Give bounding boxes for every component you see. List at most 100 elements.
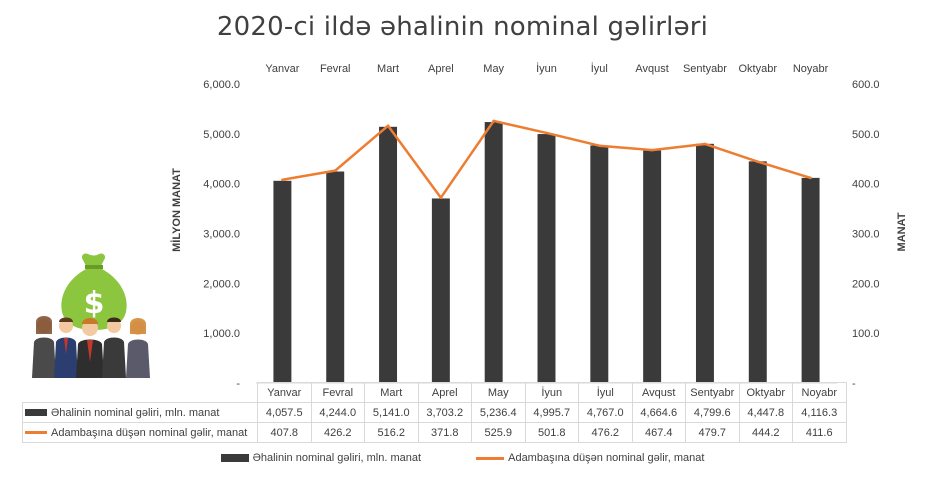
table-cell: 411.6 xyxy=(792,422,847,443)
table-header-row: Yanvar Fevral Mart Aprel May İyun İyul Avqust Se… xyxy=(22,382,847,403)
category-label-top: Aprel xyxy=(428,63,454,75)
line-point xyxy=(386,124,390,128)
table-header-cell: May xyxy=(471,382,526,403)
bar xyxy=(590,145,609,383)
legend-item: Adambaşına düşən nominal gəlir, manat xyxy=(476,452,704,464)
y2-axis-title: MANAT xyxy=(896,212,908,251)
data-table: Yanvar Fevral Mart Aprel May İyun İyul Avqust Se… xyxy=(22,382,847,443)
category-label-top: Yanvar xyxy=(265,63,299,75)
money-bag-people-illustration: $ xyxy=(32,253,150,378)
line-point xyxy=(703,142,707,146)
y2-tick-label: 300.0 xyxy=(852,229,880,241)
table-cell: 4,995.7 xyxy=(524,402,579,423)
legend-bar-swatch xyxy=(220,454,249,463)
line-point xyxy=(281,178,284,182)
chart-title: 2020-ci ildə əhalinin nominal gəlirləri xyxy=(216,12,709,42)
series-label: Adambaşına düşən nominal gəlir, manat xyxy=(51,426,248,439)
table-row: Əhalinin nominal gəliri, mln. manat 4,05… xyxy=(22,402,847,423)
series-label-cell: Əhalinin nominal gəliri, mln. manat xyxy=(22,402,258,423)
table-row: Adambaşına düşən nominal gəlir, manat 40… xyxy=(22,422,847,443)
y2-tick-label: 100.0 xyxy=(852,328,880,340)
table-cell: 4,116.3 xyxy=(792,402,847,423)
series-label-cell: Adambaşına düşən nominal gəlir, manat xyxy=(22,422,258,443)
legend-label: Adambaşına düşən nominal gəlir, manat xyxy=(508,452,705,464)
table-cell: 476.2 xyxy=(578,422,633,443)
y2-tick-label: 500.0 xyxy=(852,129,880,141)
table-header-cell: Sentyabr xyxy=(685,382,740,403)
table-header-cell: Aprel xyxy=(417,382,472,403)
bar xyxy=(695,143,714,383)
y-tick-label: 1,000.0 xyxy=(203,328,240,340)
y2-tick-label: 400.0 xyxy=(852,179,880,191)
legend-line-swatch xyxy=(476,456,505,460)
bar xyxy=(801,177,820,383)
table-corner-cell xyxy=(22,382,258,403)
y2-tick-label: 200.0 xyxy=(852,278,880,290)
y-tick-label: 4,000.0 xyxy=(203,179,240,191)
line-point xyxy=(809,176,812,180)
table-cell: 4,057.5 xyxy=(257,402,312,423)
y2-tick-label: 600.0 xyxy=(852,79,880,91)
y-tick-label: 6,000.0 xyxy=(203,79,240,91)
table-cell: 516.2 xyxy=(364,422,419,443)
bar xyxy=(326,171,345,383)
table-cell: 371.8 xyxy=(417,422,472,443)
bar xyxy=(431,198,450,383)
category-label-top: Oktyabr xyxy=(739,63,778,75)
category-label-top: Noyabr xyxy=(793,63,829,75)
people-group-icon xyxy=(32,316,150,378)
category-label-top: İyul xyxy=(591,62,608,75)
table-cell: 444.2 xyxy=(738,422,793,443)
table-cell: 479.7 xyxy=(685,422,740,443)
line-point xyxy=(333,169,337,172)
table-cell: 4,447.8 xyxy=(738,402,793,423)
table-cell: 407.8 xyxy=(257,422,312,443)
category-label-top: May xyxy=(483,63,504,75)
legend-item: Əhalinin nominal gəliri, mln. manat xyxy=(220,452,422,464)
table-cell: 5,141.0 xyxy=(364,402,419,423)
bar xyxy=(484,122,503,383)
table-cell: 525.9 xyxy=(471,422,526,443)
table-header-cell: Avqust xyxy=(631,382,686,403)
legend: Əhalinin nominal gəliri, mln. manat Adam… xyxy=(0,452,925,464)
bar xyxy=(273,180,292,383)
series-label: Əhalinin nominal gəliri, mln. manat xyxy=(51,406,220,419)
category-label-top: Avqust xyxy=(635,63,668,75)
table-cell: 5,236.4 xyxy=(471,402,526,423)
table-cell: 501.8 xyxy=(524,422,579,443)
line-point xyxy=(650,148,654,152)
bar xyxy=(643,150,662,383)
table-header-cell: Fevral xyxy=(310,382,365,403)
table-cell: 4,664.6 xyxy=(631,402,686,423)
svg-text:$: $ xyxy=(84,286,105,321)
table-cell: 4,767.0 xyxy=(578,402,633,423)
table-cell: 467.4 xyxy=(631,422,686,443)
table-cell: 4,799.6 xyxy=(685,402,740,423)
money-bag-icon: $ xyxy=(61,253,127,330)
category-label-top: İyun xyxy=(536,62,557,75)
table-header-cell: Oktyabr xyxy=(738,382,793,403)
table-header-cell: Noyabr xyxy=(792,382,847,403)
table-cell: 426.2 xyxy=(310,422,365,443)
table-header-cell: Mart xyxy=(364,382,419,403)
bar xyxy=(379,126,398,384)
table-header-cell: İyun xyxy=(524,382,579,403)
table-header-cell: İyul xyxy=(578,382,633,403)
bar xyxy=(537,134,556,383)
bar-series-key-icon xyxy=(25,409,47,417)
y-axis-title: MİLYON MANAT xyxy=(170,168,183,252)
y2-tick-label: - xyxy=(852,378,856,390)
line-point xyxy=(492,119,495,123)
legend-label: Əhalinin nominal gəliri, mln. manat xyxy=(252,452,422,464)
y-tick-label: 5,000.0 xyxy=(203,129,240,141)
line-point xyxy=(598,144,601,147)
y-tick-label: 2,000.0 xyxy=(203,278,240,290)
bar xyxy=(748,161,767,383)
line-point xyxy=(756,160,760,163)
table-cell: 4,244.0 xyxy=(310,402,365,423)
table-cell: 3,703.2 xyxy=(417,402,472,423)
category-label-top: Mart xyxy=(377,63,399,75)
category-label-top: Fevral xyxy=(320,63,351,75)
line-point xyxy=(439,196,443,200)
